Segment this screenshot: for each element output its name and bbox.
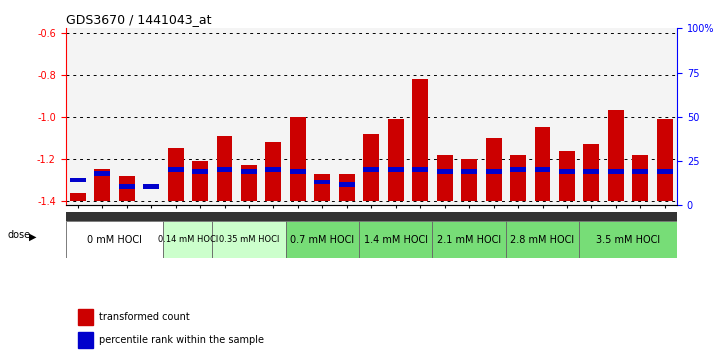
Bar bbox=[143, 184, 159, 189]
Bar bbox=[70, 193, 86, 201]
Text: GDS3670 / 1441043_at: GDS3670 / 1441043_at bbox=[66, 13, 211, 26]
Bar bbox=[583, 144, 599, 201]
Bar bbox=[119, 184, 135, 189]
Bar bbox=[412, 167, 428, 172]
Bar bbox=[290, 169, 306, 174]
Text: 1.4 mM HOCl: 1.4 mM HOCl bbox=[364, 235, 428, 245]
Bar bbox=[486, 138, 502, 201]
Bar bbox=[266, 142, 282, 201]
Bar bbox=[579, 221, 677, 258]
Bar bbox=[78, 332, 93, 348]
Bar bbox=[94, 170, 110, 201]
Bar bbox=[608, 169, 624, 174]
Bar bbox=[192, 169, 208, 174]
Bar bbox=[363, 167, 379, 172]
Bar bbox=[266, 167, 282, 172]
Bar bbox=[432, 221, 506, 258]
Text: 0 mM HOCl: 0 mM HOCl bbox=[87, 235, 142, 245]
Bar bbox=[78, 309, 93, 325]
Bar bbox=[633, 155, 649, 201]
Bar bbox=[241, 169, 257, 174]
Text: percentile rank within the sample: percentile rank within the sample bbox=[99, 335, 264, 346]
Bar bbox=[608, 110, 624, 201]
Bar bbox=[119, 176, 135, 201]
Text: 2.1 mM HOCl: 2.1 mM HOCl bbox=[437, 235, 501, 245]
Text: 0.7 mM HOCl: 0.7 mM HOCl bbox=[290, 235, 355, 245]
Bar bbox=[339, 174, 355, 201]
Bar bbox=[192, 161, 208, 201]
Bar bbox=[412, 79, 428, 201]
Text: dose: dose bbox=[7, 230, 31, 240]
Bar bbox=[461, 169, 477, 174]
Bar bbox=[285, 221, 359, 258]
Bar bbox=[506, 221, 579, 258]
Bar bbox=[559, 169, 575, 174]
Bar bbox=[559, 150, 575, 201]
Bar bbox=[94, 171, 110, 176]
Bar bbox=[510, 155, 526, 201]
Bar bbox=[167, 167, 183, 172]
Bar bbox=[657, 169, 673, 174]
Bar bbox=[486, 169, 502, 174]
Bar bbox=[363, 134, 379, 201]
Bar bbox=[66, 221, 163, 258]
Bar bbox=[290, 117, 306, 201]
Bar bbox=[66, 212, 677, 221]
Bar bbox=[314, 174, 331, 201]
Bar bbox=[388, 167, 404, 172]
Bar bbox=[534, 167, 550, 172]
Bar bbox=[437, 169, 453, 174]
Bar bbox=[388, 119, 404, 201]
Text: transformed count: transformed count bbox=[99, 312, 190, 322]
Bar bbox=[70, 178, 86, 182]
Bar bbox=[163, 221, 213, 258]
Text: 3.5 mM HOCl: 3.5 mM HOCl bbox=[596, 235, 660, 245]
Bar bbox=[314, 180, 331, 184]
Bar bbox=[167, 148, 183, 201]
Bar bbox=[216, 167, 232, 172]
Bar bbox=[437, 155, 453, 201]
Text: 0.14 mM HOCl: 0.14 mM HOCl bbox=[158, 235, 218, 244]
Text: 2.8 mM HOCl: 2.8 mM HOCl bbox=[510, 235, 574, 245]
Bar bbox=[657, 119, 673, 201]
Bar bbox=[241, 165, 257, 201]
Text: ▶: ▶ bbox=[29, 232, 36, 242]
Bar bbox=[510, 167, 526, 172]
Bar bbox=[339, 182, 355, 187]
Bar bbox=[216, 136, 232, 201]
Bar bbox=[213, 221, 285, 258]
Bar bbox=[583, 169, 599, 174]
Bar bbox=[633, 169, 649, 174]
Text: 0.35 mM HOCl: 0.35 mM HOCl bbox=[219, 235, 279, 244]
Bar bbox=[359, 221, 432, 258]
Bar bbox=[534, 127, 550, 201]
Bar bbox=[461, 159, 477, 201]
